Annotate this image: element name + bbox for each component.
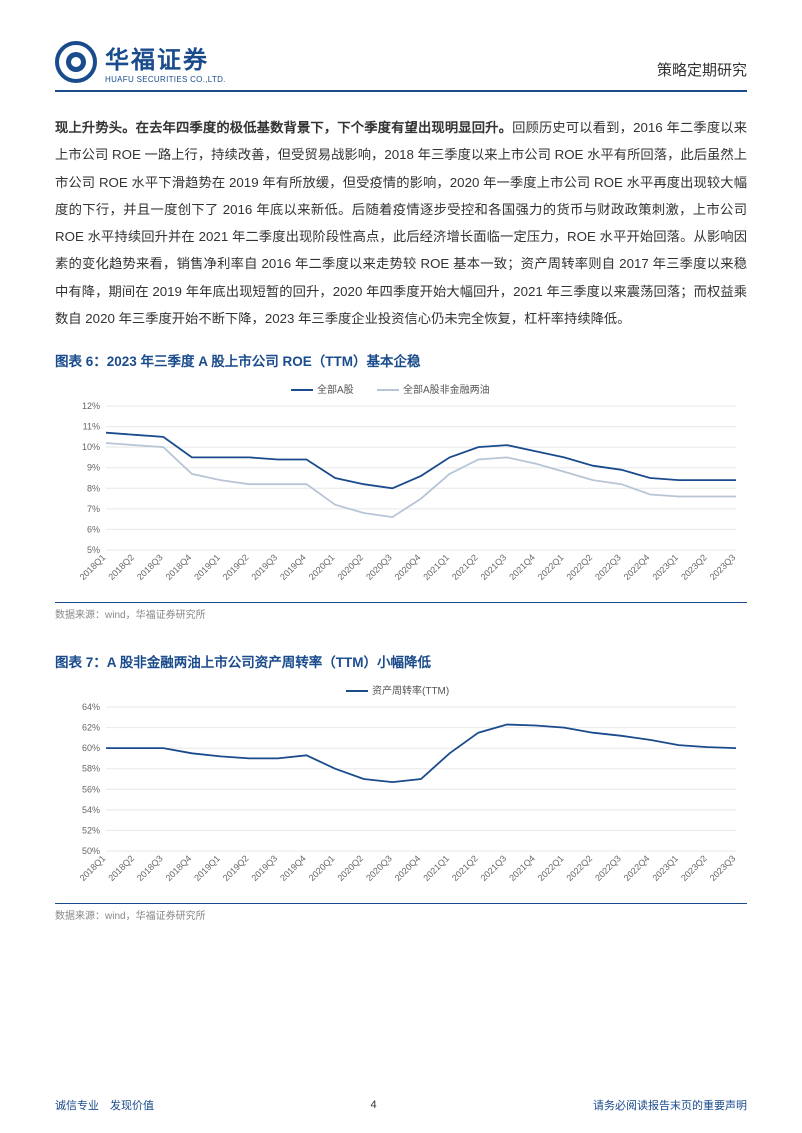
footer-right: 请务必阅读报告末页的重要声明 — [593, 1097, 747, 1113]
svg-text:2018Q3: 2018Q3 — [135, 853, 165, 883]
svg-text:9%: 9% — [87, 463, 100, 473]
svg-text:2018Q2: 2018Q2 — [106, 853, 136, 883]
logo-text-cn: 华福证券 — [105, 40, 226, 75]
header-category: 策略定期研究 — [657, 59, 747, 84]
svg-text:全部A股非金融两油: 全部A股非金融两油 — [403, 383, 490, 396]
page-number: 4 — [370, 1099, 376, 1111]
svg-text:2020Q3: 2020Q3 — [364, 853, 394, 883]
svg-text:2023Q1: 2023Q1 — [650, 853, 680, 883]
svg-text:2020Q1: 2020Q1 — [307, 853, 337, 883]
svg-text:2018Q4: 2018Q4 — [164, 853, 194, 883]
svg-text:10%: 10% — [82, 442, 100, 452]
svg-text:2019Q4: 2019Q4 — [278, 853, 308, 883]
svg-text:2023Q3: 2023Q3 — [708, 853, 738, 883]
svg-text:2020Q1: 2020Q1 — [307, 552, 337, 582]
svg-text:2021Q3: 2021Q3 — [479, 552, 509, 582]
svg-text:54%: 54% — [82, 805, 100, 815]
svg-text:6%: 6% — [87, 524, 100, 534]
page-footer: 诚信专业 发现价值 4 请务必阅读报告末页的重要声明 — [55, 1097, 747, 1113]
svg-text:12%: 12% — [82, 401, 100, 411]
svg-text:2022Q2: 2022Q2 — [565, 853, 595, 883]
svg-text:2018Q1: 2018Q1 — [78, 552, 108, 582]
svg-text:2020Q2: 2020Q2 — [335, 552, 365, 582]
svg-text:2021Q2: 2021Q2 — [450, 853, 480, 883]
footer-left: 诚信专业 发现价值 — [55, 1097, 154, 1113]
svg-text:7%: 7% — [87, 504, 100, 514]
svg-text:2021Q4: 2021Q4 — [507, 552, 537, 582]
svg-text:62%: 62% — [82, 723, 100, 733]
svg-text:2018Q1: 2018Q1 — [78, 853, 108, 883]
svg-text:2019Q2: 2019Q2 — [221, 853, 251, 883]
svg-text:2018Q4: 2018Q4 — [164, 552, 194, 582]
svg-text:2022Q2: 2022Q2 — [565, 552, 595, 582]
svg-text:全部A股: 全部A股 — [317, 383, 354, 396]
svg-text:2022Q3: 2022Q3 — [593, 853, 623, 883]
svg-text:8%: 8% — [87, 483, 100, 493]
svg-text:2023Q2: 2023Q2 — [679, 552, 709, 582]
body-bold-lead: 现上升势头。在去年四季度的极低基数背景下，下个季度有望出现明显回升。 — [55, 120, 512, 135]
svg-text:2023Q1: 2023Q1 — [650, 552, 680, 582]
logo-block: 华福证券 HUAFU SECURITIES CO.,LTD. — [55, 40, 226, 84]
svg-text:11%: 11% — [83, 422, 100, 432]
svg-text:2019Q2: 2019Q2 — [221, 552, 251, 582]
svg-text:2021Q3: 2021Q3 — [479, 853, 509, 883]
svg-text:50%: 50% — [82, 846, 100, 856]
svg-text:2022Q1: 2022Q1 — [536, 853, 566, 883]
chart6: 5%6%7%8%9%10%11%12%全部A股全部A股非金融两油2018Q120… — [55, 378, 747, 598]
svg-text:2023Q3: 2023Q3 — [708, 552, 738, 582]
chart7-source: 数据来源：wind，华福证券研究所 — [55, 903, 747, 922]
svg-text:2020Q2: 2020Q2 — [335, 853, 365, 883]
svg-text:2021Q2: 2021Q2 — [450, 552, 480, 582]
svg-text:58%: 58% — [82, 764, 100, 774]
svg-text:2019Q3: 2019Q3 — [250, 552, 280, 582]
page-header: 华福证券 HUAFU SECURITIES CO.,LTD. 策略定期研究 — [55, 40, 747, 92]
svg-text:2020Q4: 2020Q4 — [393, 552, 423, 582]
body-paragraph: 现上升势头。在去年四季度的极低基数背景下，下个季度有望出现明显回升。回顾历史可以… — [55, 114, 747, 332]
svg-text:60%: 60% — [82, 743, 100, 753]
svg-text:2023Q2: 2023Q2 — [679, 853, 709, 883]
chart7: 50% 52% 54% 56% 58% 60% 62% 64% 资产周转率(TTM) 2018Q1… — [55, 679, 747, 899]
svg-text:2022Q4: 2022Q4 — [622, 552, 652, 582]
svg-text:2021Q1: 2021Q1 — [421, 552, 451, 582]
chart6-source: 数据来源：wind，华福证券研究所 — [55, 602, 747, 621]
svg-text:2018Q2: 2018Q2 — [106, 552, 136, 582]
svg-text:2021Q1: 2021Q1 — [421, 853, 451, 883]
logo-text-en: HUAFU SECURITIES CO.,LTD. — [105, 75, 226, 84]
chart7-title: 图表 7：A 股非金融两油上市公司资产周转率（TTM）小幅降低 — [55, 651, 747, 671]
svg-text:2019Q4: 2019Q4 — [278, 552, 308, 582]
svg-text:2021Q4: 2021Q4 — [507, 853, 537, 883]
svg-text:2022Q1: 2022Q1 — [536, 552, 566, 582]
svg-text:2019Q3: 2019Q3 — [250, 853, 280, 883]
svg-text:2019Q1: 2019Q1 — [192, 853, 222, 883]
svg-text:52%: 52% — [82, 825, 100, 835]
svg-text:2022Q3: 2022Q3 — [593, 552, 623, 582]
svg-text:2018Q3: 2018Q3 — [135, 552, 165, 582]
svg-text:56%: 56% — [82, 784, 100, 794]
logo-icon — [55, 41, 97, 83]
body-main: 回顾历史可以看到，2016 年二季度以来上市公司 ROE 一路上行，持续改善，但… — [55, 120, 747, 326]
svg-text:2020Q3: 2020Q3 — [364, 552, 394, 582]
svg-text:2022Q4: 2022Q4 — [622, 853, 652, 883]
svg-text:资产周转率(TTM): 资产周转率(TTM) — [372, 684, 449, 697]
svg-text:64%: 64% — [82, 702, 100, 712]
svg-text:2019Q1: 2019Q1 — [192, 552, 222, 582]
svg-text:2020Q4: 2020Q4 — [393, 853, 423, 883]
chart6-title: 图表 6：2023 年三季度 A 股上市公司 ROE（TTM）基本企稳 — [55, 350, 747, 370]
